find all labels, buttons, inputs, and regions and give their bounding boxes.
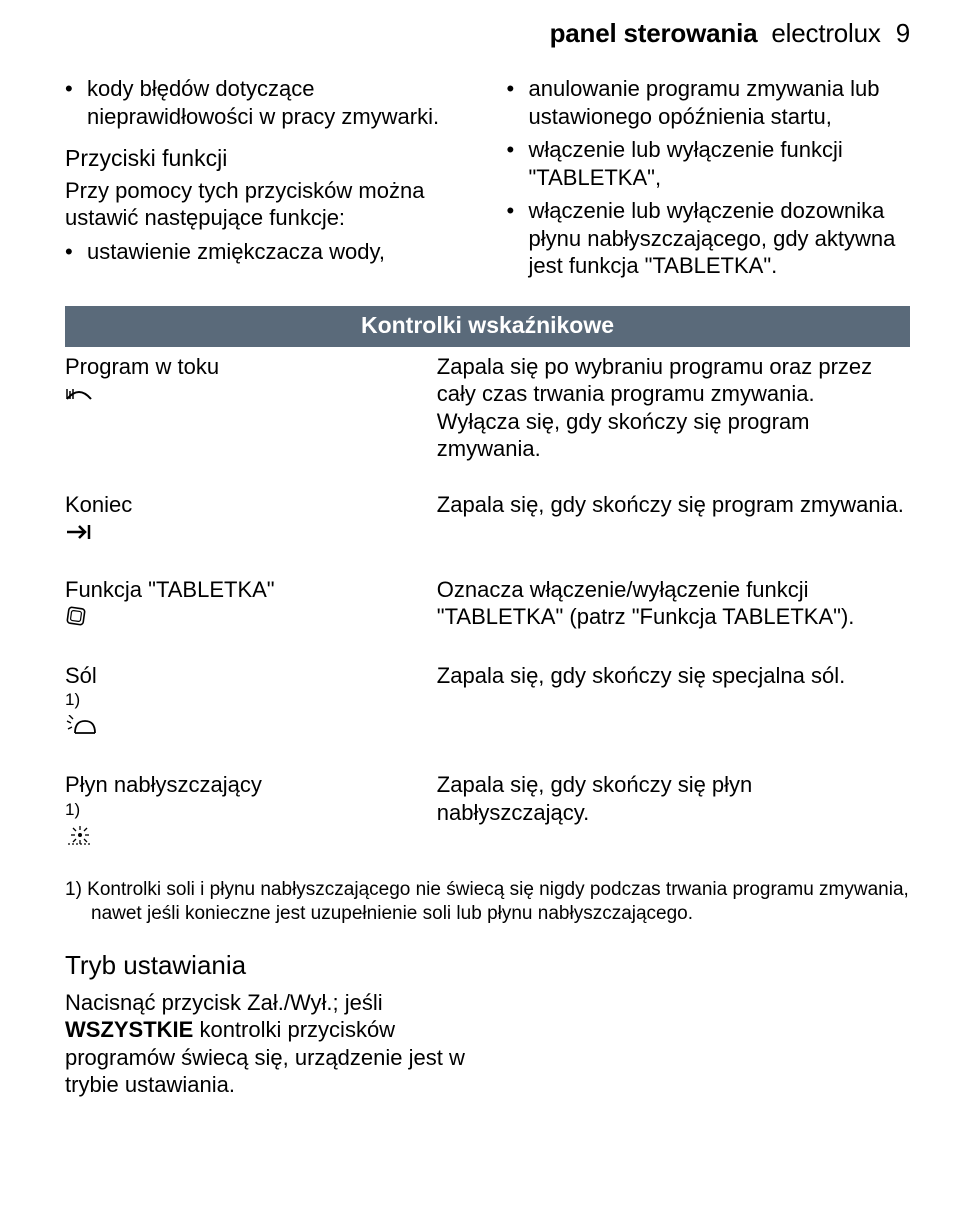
row-desc: Zapala się, gdy skończy się płyn nabłysz… — [437, 765, 910, 874]
mode-title: Tryb ustawiania — [65, 950, 910, 981]
mode-body-bold: WSZYSTKIE — [65, 1017, 193, 1042]
table-row: Koniec Zapala się, gdy skończy się progr… — [65, 485, 910, 570]
header-section-title: panel sterowania — [550, 18, 758, 48]
row-left: Funkcja "TABLETKA" — [65, 570, 437, 656]
table-row: Płyn nabłyszczający 1) — [65, 765, 910, 874]
tabletka-icon — [65, 605, 87, 634]
program-running-icon — [65, 382, 93, 410]
left-bullet-errors: kody błędów dotyczące nieprawidłowości w… — [65, 75, 469, 130]
row-label: Koniec — [65, 491, 427, 519]
footnote: 1) Kontrolki soli i płynu nabłyszczające… — [65, 878, 910, 926]
table-header: Kontrolki wskaźnikowe — [65, 306, 910, 347]
row-desc: Zapala się, gdy skończy się specjalna só… — [437, 656, 910, 765]
row-desc: Oznacza włączenie/wyłączenie funkcji "TA… — [437, 570, 910, 656]
page-header: panel sterowania electrolux 9 — [65, 18, 910, 49]
rinse-aid-icon — [65, 824, 95, 853]
row-sup: 1) — [65, 689, 427, 710]
table-row: Sól 1) Zapala się, gdy skończy się specj… — [65, 656, 910, 765]
right-bullet-cancel: anulowanie programu zmywania lub ustawio… — [507, 75, 911, 130]
table-row: Program w toku Zapala się po wybraniu pr… — [65, 347, 910, 485]
row-left: Koniec — [65, 485, 437, 570]
row-left: Program w toku — [65, 347, 437, 485]
header-page-number: 9 — [896, 18, 910, 48]
row-label: Program w toku — [65, 353, 427, 381]
left-intro: Przy pomocy tych przycisków można ustawi… — [65, 177, 469, 232]
left-bullet-softener: ustawienie zmiękczacza wody, — [65, 238, 469, 266]
row-label: Funkcja "TABLETKA" — [65, 576, 427, 604]
page: panel sterowania electrolux 9 kody błędó… — [0, 0, 960, 1216]
row-left: Sól 1) — [65, 656, 437, 765]
row-desc: Zapala się, gdy skończy się program zmyw… — [437, 485, 910, 570]
right-column: anulowanie programu zmywania lub ustawio… — [507, 75, 911, 286]
left-column: kody błędów dotyczące nieprawidłowości w… — [65, 75, 469, 286]
end-arrow-icon — [65, 520, 95, 548]
intro-columns: kody błędów dotyczące nieprawidłowości w… — [65, 75, 910, 286]
row-sup: 1) — [65, 799, 427, 820]
right-bullet-tabletka: włączenie lub wyłączenie funkcji "TABLET… — [507, 136, 911, 191]
table-row: Funkcja "TABLETKA" Oznacza włączenie/wył… — [65, 570, 910, 656]
header-brand: electrolux — [764, 18, 880, 48]
right-bullet-rinse: włączenie lub wyłączenie dozownika płynu… — [507, 197, 911, 280]
row-desc: Zapala się po wybraniu programu oraz prz… — [437, 347, 910, 485]
row-label: Sól — [65, 662, 427, 690]
row-label: Płyn nabłyszczający — [65, 771, 427, 799]
mode-body-pre: Nacisnąć przycisk Zał./Wył.; jeśli — [65, 990, 383, 1015]
row-left: Płyn nabłyszczający 1) — [65, 765, 437, 874]
salt-icon — [65, 715, 99, 744]
indicator-table: Kontrolki wskaźnikowe Program w toku Zap… — [65, 306, 910, 875]
left-subheading: Przyciski funkcji — [65, 144, 469, 173]
mode-body: Nacisnąć przycisk Zał./Wył.; jeśli WSZYS… — [65, 989, 488, 1099]
